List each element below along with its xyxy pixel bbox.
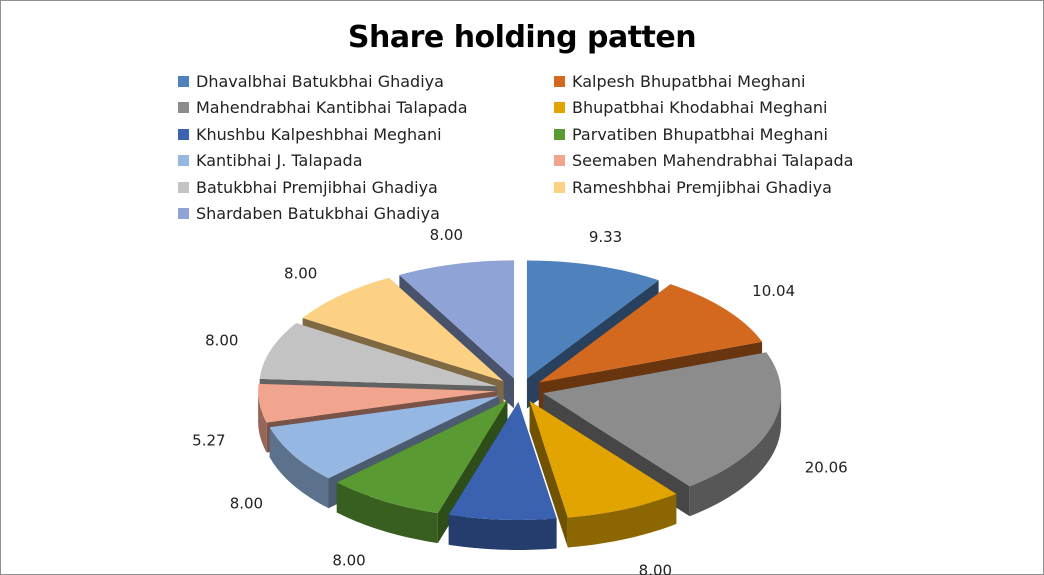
slice-top [543,352,782,487]
pie-slices [258,260,782,550]
slice-top [258,383,497,423]
legend-label: Seemaben Mahendrabhai Talapada [572,151,854,171]
legend-label: Khushbu Kalpeshbhai Meghani [196,124,442,144]
legend-swatch [178,155,189,167]
legend-entry: Parvatiben Bhupatbhai Meghani [554,121,898,148]
legend-entry: Batukbhai Premjibhai Ghadiya [178,174,554,201]
legend-label: Mahendrabhai Kantibhai Talapada [196,98,468,118]
data-label: 8.00 [639,562,672,575]
data-label: 8.00 [430,226,463,244]
legend-label: Kalpesh Bhupatbhai Meghani [572,71,806,91]
pie-slice [448,401,557,550]
legend-label: Batukbhai Premjibhai Ghadiya [196,177,438,197]
slice-top [526,260,659,379]
legend-entry: Bhupatbhai Khodabhai Meghani [554,95,898,122]
pie-slice [529,400,677,548]
slice-edge [269,427,329,509]
legend-swatch [178,181,189,193]
slice-edge [567,493,677,548]
slice-edge [448,514,557,550]
slice-top [399,260,515,379]
legend-entry: Kantibhai J. Talapada [178,148,554,175]
data-label: 8.00 [230,494,263,512]
slice-top [538,284,763,383]
legend-entry: Khushbu Kalpeshbhai Meghani [178,121,554,148]
legend-swatch [178,75,189,87]
legend-label: Dhavalbhai Batukbhai Ghadiya [196,71,444,91]
slice-edge [258,391,267,453]
legend-label: Parvatiben Bhupatbhai Meghani [572,124,828,144]
slice-edge [689,393,782,517]
data-label: 10.04 [752,282,795,300]
legend-entry: Seemaben Mahendrabhai Talapada [554,148,898,175]
legend-swatch [178,102,189,114]
legend-entry: Shardaben Batukbhai Ghadiya [178,201,554,228]
legend-swatch [554,128,565,140]
data-label: 9.33 [589,228,622,246]
legend-entry: Dhavalbhai Batukbhai Ghadiya [178,68,554,95]
legend-swatch [554,102,565,114]
legend-entry: Mahendrabhai Kantibhai Talapada [178,95,554,122]
legend-label: Shardaben Batukbhai Ghadiya [196,204,440,224]
data-label: 5.27 [192,431,225,449]
chart-title: Share holding patten [347,20,697,55]
data-label: 8.00 [332,552,365,570]
slice-top [269,395,500,479]
legend-entry: Kalpesh Bhupatbhai Meghani [554,68,898,95]
data-label: 8.00 [205,332,238,350]
legend-swatch [554,75,565,87]
chart-legend: Dhavalbhai Batukbhai Ghadiya Kalpesh Bhup… [178,68,898,227]
legend-entry: Rameshbhai Premjibhai Ghadiya [554,174,898,201]
slice-edge [336,482,438,544]
legend-label: Kantibhai J. Talapada [196,151,363,171]
legend-swatch [178,128,189,140]
slice-side [529,400,568,548]
data-label: 20.06 [805,459,848,477]
slice-top [529,400,677,518]
legend-swatch [178,208,189,220]
legend-label: Rameshbhai Premjibhai Ghadiya [572,177,832,197]
data-labels: 9.3310.0420.068.007.298.008.005.278.008.… [192,226,848,575]
legend-label: Bhupatbhai Khodabhai Meghani [572,98,828,118]
legend-swatch [554,181,565,193]
slice-top [336,400,508,514]
slice-top [259,323,498,387]
data-label: 8.00 [284,264,317,282]
legend-swatch [554,155,565,167]
slice-top [448,401,557,520]
slice-top [302,277,504,382]
